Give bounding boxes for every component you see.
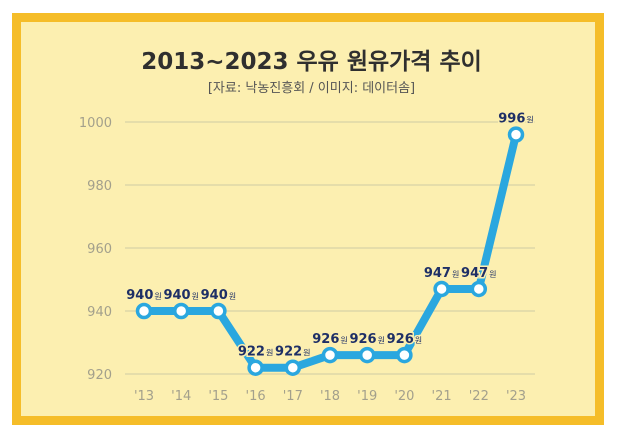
- data-point: [470, 280, 488, 298]
- x-tick-label: '23: [506, 389, 526, 404]
- data-label: 947원: [461, 266, 497, 281]
- data-point: [358, 346, 376, 364]
- data-point: [433, 280, 450, 298]
- x-tick-label: '22: [469, 389, 489, 404]
- y-tick-label: 960: [87, 242, 112, 257]
- chart-frame: [12, 13, 604, 425]
- data-label: 996원: [498, 112, 534, 127]
- x-tick-label: '16: [246, 389, 266, 404]
- data-label: 940원: [163, 288, 199, 303]
- x-tick-label: '21: [432, 389, 452, 404]
- data-point: [135, 302, 153, 320]
- x-axis-ticks: '13 '14 '15 '16 '17 '18 '19 '20 '21 '22 '23: [134, 389, 526, 404]
- x-tick-label: '19: [357, 389, 377, 404]
- data-point: [396, 346, 413, 364]
- data-point: [321, 346, 339, 364]
- data-point: [210, 302, 227, 320]
- x-tick-label: '13: [134, 389, 154, 404]
- chart-title: 2013~2023 우유 원유가격 추이: [141, 49, 482, 75]
- data-point: [507, 126, 525, 143]
- data-label: 926원: [387, 332, 423, 347]
- y-axis-ticks: 920 940 960 980 1000: [79, 116, 112, 383]
- data-label: 940원: [201, 288, 237, 303]
- data-point: [247, 359, 264, 376]
- x-tick-label: '18: [320, 389, 340, 404]
- y-tick-label: 980: [87, 179, 112, 194]
- y-tick-label: 920: [87, 368, 112, 383]
- data-label: 922원: [275, 345, 311, 360]
- y-tick-label: 940: [87, 305, 112, 320]
- data-point: [284, 359, 302, 376]
- chart-subtitle: [자료: 낙농진흥회 / 이미지: 데이터솜]: [207, 81, 416, 96]
- data-label: 947원: [424, 266, 460, 281]
- x-tick-label: '17: [283, 389, 303, 404]
- data-label: 922원: [238, 345, 274, 360]
- data-point: [172, 302, 190, 320]
- x-tick-label: '20: [394, 389, 414, 404]
- x-tick-label: '14: [171, 389, 191, 404]
- y-tick-label: 1000: [79, 116, 112, 131]
- data-label: 926원: [349, 332, 385, 347]
- data-label: 926원: [312, 332, 348, 347]
- data-points: [135, 126, 525, 376]
- data-label: 940원: [126, 288, 162, 303]
- x-tick-label: '15: [208, 389, 228, 404]
